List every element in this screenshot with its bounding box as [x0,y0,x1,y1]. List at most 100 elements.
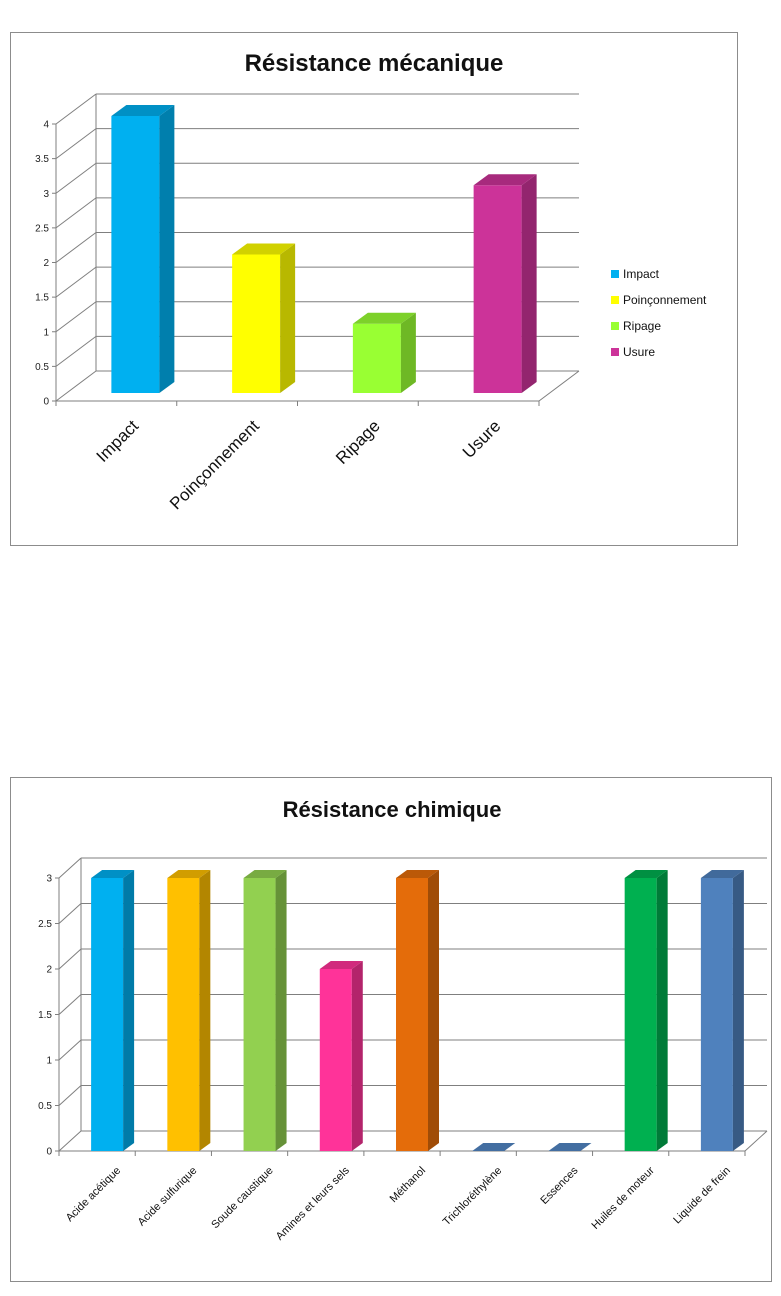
chart1-bar-liquide-de-frein [700,870,744,1151]
chart0-bar-front-2 [352,323,401,393]
chart1-floor-right-edge [744,1130,768,1152]
chart1-category-label-huiles-de-moteur: Huiles de moteur [590,1164,658,1232]
chart1-bar-methanol [396,870,439,1151]
chart1-ytick-label-6: 3 [46,874,52,885]
chart0-bar-front-1 [232,254,281,393]
chart1-bar-side-8 [732,870,744,1151]
chart0-bar-poinconnement [232,243,296,393]
chart1-bar-front-7 [624,878,657,1151]
chart1-ytick-label-4: 2 [46,965,52,976]
chart1-category-label-methanol: Méthanol [388,1165,428,1205]
chart1-bar-flat-5 [472,1143,516,1151]
chart0-bar-top-2 [352,312,416,324]
chart1-bar-huiles-de-moteur [624,870,668,1151]
chart1-category-label-essences: Essences [538,1164,581,1207]
chart0-grid-depth-2 [55,301,97,333]
mechanical-resistance-plot: Résistance mécanique 0 0.5 1 1.5 2 2.5 3 3.5 4 Imp… [35,50,707,513]
chart1-bar-amines-et-leurs-sels [319,961,363,1151]
chart1-bar-top-1 [167,870,211,878]
chart0-bar-ripage [352,312,416,393]
chart0-bar-top-1 [232,243,296,255]
chart1-bar-trichlorethylene [472,1143,516,1151]
chart1-ytick-label-2: 1 [46,1056,52,1067]
chart0-floor-right-edge [538,370,580,402]
chart0-ytick-label-3: 1.5 [35,293,49,304]
chart1-bar-side-0 [123,870,135,1151]
chemical-resistance-chart: Résistance chimique 0 0.5 1 1.5 2 2.5 3 Acide ac… [10,777,772,1282]
chart0-legend-swatch-ripage [611,322,619,330]
chart1-bar-top-8 [700,870,744,878]
chart1-bar-side-7 [656,870,668,1151]
chart1-grid-depth-3 [58,994,82,1015]
chart1-bar-top-7 [624,870,668,878]
chart1-bar-side-4 [428,870,439,1151]
chart0-grid-depth-0 [55,370,97,402]
chart0-legend-swatch-usure [611,348,619,356]
chart0-grid-depth-7 [55,128,97,160]
chart0-category-label-poinconnement: Poinçonnement [166,416,263,513]
chart0-bar-top-3 [473,174,537,186]
chart1-bar-flat-6 [548,1143,592,1151]
chart0-bar-impact [111,105,175,393]
chart1-ytick-label-3: 1.5 [38,1010,52,1021]
chart0-legend-label-poinconnement: Poinçonnement [623,293,707,307]
chart1-grid-depth-4 [58,948,82,970]
chart1-bar-acide-acetique [91,870,135,1151]
chart1-title: Résistance chimique [283,797,502,822]
chart1-category-label-acide-acetique: Acide acétique [64,1165,124,1225]
chart0-ytick-label-7: 3.5 [35,154,49,165]
chart0-ytick-label-6: 3 [43,189,49,200]
chart1-bar-soude-caustique [243,870,287,1151]
chart1-bar-top-3 [319,961,363,969]
chart1-category-label-liquide-de-frein: Liquide de frein [671,1165,733,1227]
chart1-bar-front-2 [243,878,276,1151]
chart0-legend-swatch-impact [611,270,619,278]
chart0-bar-front-0 [111,116,160,393]
chart1-bar-side-1 [199,870,211,1151]
chart0-ytick-label-5: 2.5 [35,223,49,234]
chart1-grid-depth-2 [58,1039,82,1061]
chart0-bar-side-1 [280,243,296,393]
chart0-grid-depth-8 [55,93,97,125]
chart1-bar-top-0 [91,870,135,878]
chart1-ytick-label-0: 0 [46,1147,52,1158]
chart0-ytick-label-0: 0 [43,397,49,408]
chart0-legend-label-usure: Usure [623,345,655,359]
chart0-category-label-impact: Impact [93,416,143,466]
chart1-grid-depth-1 [58,1085,82,1106]
chart0-grid-depth-4 [55,232,97,263]
chart1-bar-top-4 [396,870,439,878]
chart0-ytick-label-4: 2 [43,258,49,269]
chart1-bar-essences [548,1143,592,1151]
chart1-grid-depth-5 [58,903,82,924]
chart1-grid-depth-6 [58,857,82,879]
chart0-grid-depth-3 [55,266,97,298]
chart0-bar-side-2 [400,312,416,393]
chart1-bar-side-2 [275,870,287,1151]
chart1-bar-front-1 [167,878,200,1151]
chart0-bar-top-0 [111,105,175,116]
chart1-bar-front-8 [700,878,733,1151]
chart0-grid-depth-1 [55,335,97,367]
chart1-bar-front-0 [91,878,124,1151]
chart1-ytick-label-5: 2.5 [38,919,52,930]
chart1-bar-top-2 [243,870,287,878]
chart0-legend-label-impact: Impact [623,267,660,281]
chart0-grid-depth-5 [55,197,97,229]
chart0-ytick-label-1: 0.5 [35,362,49,373]
chart0-legend-swatch-poinconnement [611,296,619,304]
chart0-bar-side-0 [159,105,175,393]
chart1-category-label-trichlorethylene: Trichloréthylène [441,1165,505,1229]
chart1-bar-front-3 [319,969,352,1151]
mechanical-resistance-chart: Résistance mécanique 0 0.5 1 1.5 2 2.5 3 3.5 4 Imp… [10,32,738,546]
chart0-bar-side-3 [521,174,537,393]
chart0-bar-usure [473,174,537,393]
chart0-category-label-ripage: Ripage [332,416,384,468]
chart0-title: Résistance mécanique [245,50,504,77]
chart1-grid-depth-0 [58,1130,82,1152]
chart0-ytick-label-2: 1 [43,327,49,338]
chart1-bar-side-3 [351,961,363,1151]
chart0-grid-depth-6 [55,162,97,194]
chart1-bar-acide-sulfurique [167,870,211,1151]
chart1-category-label-soude-caustique: Soude caustique [209,1165,275,1231]
